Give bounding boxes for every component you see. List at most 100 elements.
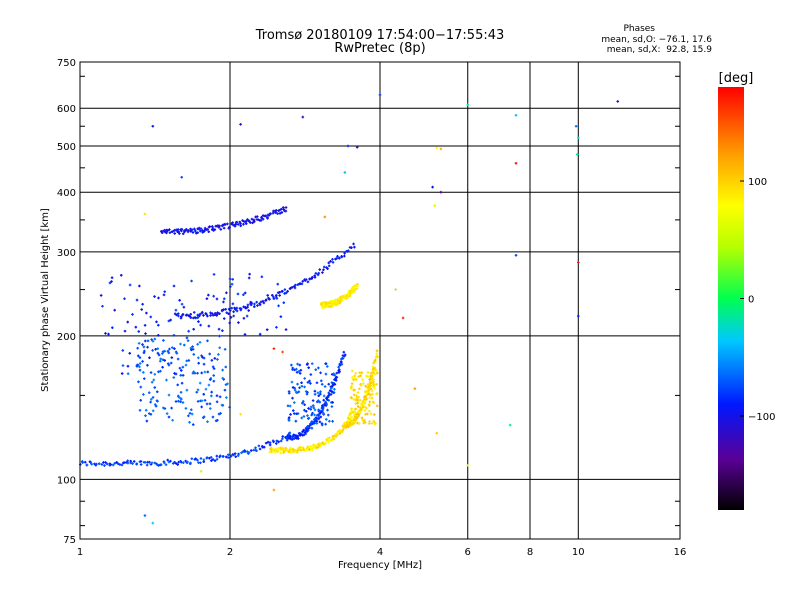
scatter-point [466, 464, 470, 467]
cluster-point [368, 404, 371, 408]
cluster-point [248, 272, 251, 276]
cluster-point [352, 378, 355, 382]
cluster-point [128, 352, 132, 355]
cluster-point [310, 362, 314, 365]
trace-point [249, 449, 253, 452]
trace-point [90, 462, 93, 466]
scatter-point [272, 347, 276, 350]
trace-point [261, 299, 265, 303]
trace-point [342, 350, 346, 354]
cluster-point [309, 408, 313, 411]
trace-point [371, 365, 375, 369]
trace-point [304, 449, 307, 452]
cluster-point [357, 375, 361, 378]
trace-point [246, 303, 250, 307]
trace-point [309, 446, 313, 450]
cluster-point [221, 329, 224, 332]
cluster-point [161, 365, 164, 369]
cluster-point [215, 400, 219, 404]
trace-point [89, 460, 92, 464]
trace-point [336, 254, 339, 258]
cluster-point [104, 332, 107, 335]
cluster-point [174, 308, 178, 312]
cluster-point [146, 363, 149, 367]
trace-point [284, 446, 288, 450]
cluster-point [149, 371, 153, 374]
trace-point [286, 290, 289, 293]
trace-point [206, 228, 209, 231]
cluster-point [276, 282, 280, 286]
trace-point [299, 433, 302, 437]
scatter-point [343, 171, 347, 174]
cluster-point [208, 378, 212, 381]
cluster-point [243, 291, 247, 295]
cluster-point [178, 299, 181, 302]
cluster-point [198, 381, 202, 385]
cluster-point [330, 381, 334, 384]
cluster-point [355, 394, 358, 398]
y-tick-label: 750 [57, 58, 76, 69]
cluster-point [123, 297, 126, 301]
cluster-point [207, 324, 211, 328]
cluster-point [372, 380, 375, 384]
cluster-point [163, 359, 167, 362]
trace-point [372, 367, 375, 371]
trace-point [148, 460, 151, 464]
cluster-point [198, 341, 202, 344]
cluster-point [231, 302, 235, 306]
cluster-point [215, 314, 218, 317]
scatter-point [433, 204, 436, 207]
trace-point [328, 436, 331, 440]
cluster-point [179, 369, 183, 372]
cluster-point [142, 351, 146, 355]
scatter-point [439, 147, 443, 151]
cluster-point [365, 386, 369, 389]
cluster-point [170, 346, 174, 349]
trace-point [139, 463, 143, 466]
cluster-point [202, 392, 206, 396]
cluster-point [277, 304, 280, 308]
cluster-point [149, 413, 153, 416]
cluster-point [223, 348, 227, 351]
trace-point [196, 458, 199, 462]
trace-point [352, 242, 355, 246]
cluster-point [138, 284, 141, 288]
trace-point [289, 435, 292, 438]
cluster-point [317, 394, 321, 398]
trace-point [169, 459, 172, 463]
trace-point [278, 208, 282, 212]
trace-point [205, 456, 209, 459]
cluster-point [153, 386, 157, 389]
trace-point [174, 462, 178, 465]
trace-point [210, 459, 213, 462]
trace-point [279, 451, 282, 455]
cluster-point [313, 389, 317, 393]
cluster-point [179, 397, 183, 401]
trace-point [189, 316, 193, 319]
trace-point [215, 457, 219, 461]
cluster-point [303, 408, 306, 412]
trace-point [310, 276, 314, 279]
trace-point [284, 209, 288, 213]
cluster-point [134, 325, 138, 329]
cluster-point [141, 302, 144, 306]
cluster-point [322, 394, 326, 398]
cluster-point [293, 386, 297, 390]
colorbar [718, 87, 744, 510]
trace-point [294, 283, 297, 287]
cluster-point [212, 379, 216, 383]
cluster-point [368, 420, 371, 423]
cluster-point [154, 404, 158, 408]
cluster-point [151, 396, 155, 399]
trace-point [205, 312, 208, 316]
trace-point [83, 460, 87, 464]
cluster-point [266, 294, 269, 297]
scatter-point [431, 185, 434, 189]
cluster-point [300, 384, 304, 388]
trace-point [202, 460, 206, 464]
cluster-point [137, 330, 141, 333]
cluster-point [149, 397, 153, 401]
x-tick-label: 1 [77, 547, 83, 558]
cluster-point [368, 396, 372, 400]
phases-x-stats: mean, sd,X: 92.8, 15.9 [606, 45, 712, 55]
